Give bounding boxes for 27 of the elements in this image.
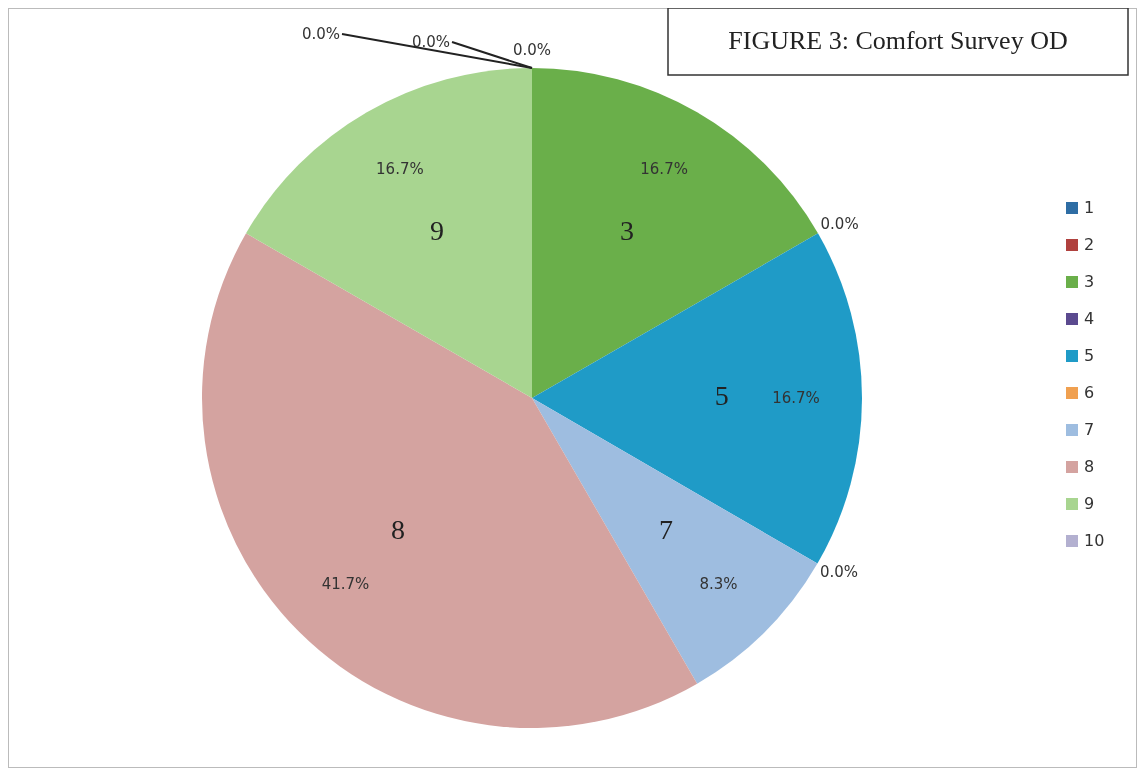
slice-label: 3 bbox=[619, 215, 634, 247]
legend-label: 3 bbox=[1084, 271, 1095, 291]
legend-label: 6 bbox=[1084, 382, 1095, 402]
text: 0.0% bbox=[512, 40, 552, 59]
legend-label: 4 bbox=[1084, 308, 1095, 328]
slice-label: 5 bbox=[714, 379, 729, 411]
text: 0.0% bbox=[301, 24, 340, 43]
legend-label: 2 bbox=[1084, 234, 1095, 254]
data-label: 8.3% bbox=[699, 575, 738, 594]
text: 0.0% bbox=[820, 214, 859, 233]
data-label: 16.7% bbox=[376, 159, 424, 178]
legend-label: 7 bbox=[1084, 419, 1095, 439]
text: 0.0% bbox=[411, 32, 450, 51]
slice-label: 7 bbox=[659, 513, 674, 545]
pie-slice bbox=[246, 68, 532, 398]
legend-label: 10 bbox=[1084, 530, 1105, 550]
slice-label: 9 bbox=[430, 215, 445, 247]
legend-label: 5 bbox=[1084, 345, 1095, 365]
text: 0.0% bbox=[820, 563, 859, 582]
legend-label: 1 bbox=[1084, 197, 1095, 217]
chart-title: FIGURE 3: Comfort Survey OD bbox=[728, 25, 1068, 55]
data-label: 16.7% bbox=[640, 159, 688, 178]
data-label: 16.7% bbox=[772, 388, 820, 407]
legend-label: 9 bbox=[1084, 493, 1095, 513]
legend-label: 8 bbox=[1084, 456, 1095, 476]
data-label: 41.7% bbox=[321, 575, 370, 594]
slice-label: 8 bbox=[390, 513, 405, 545]
